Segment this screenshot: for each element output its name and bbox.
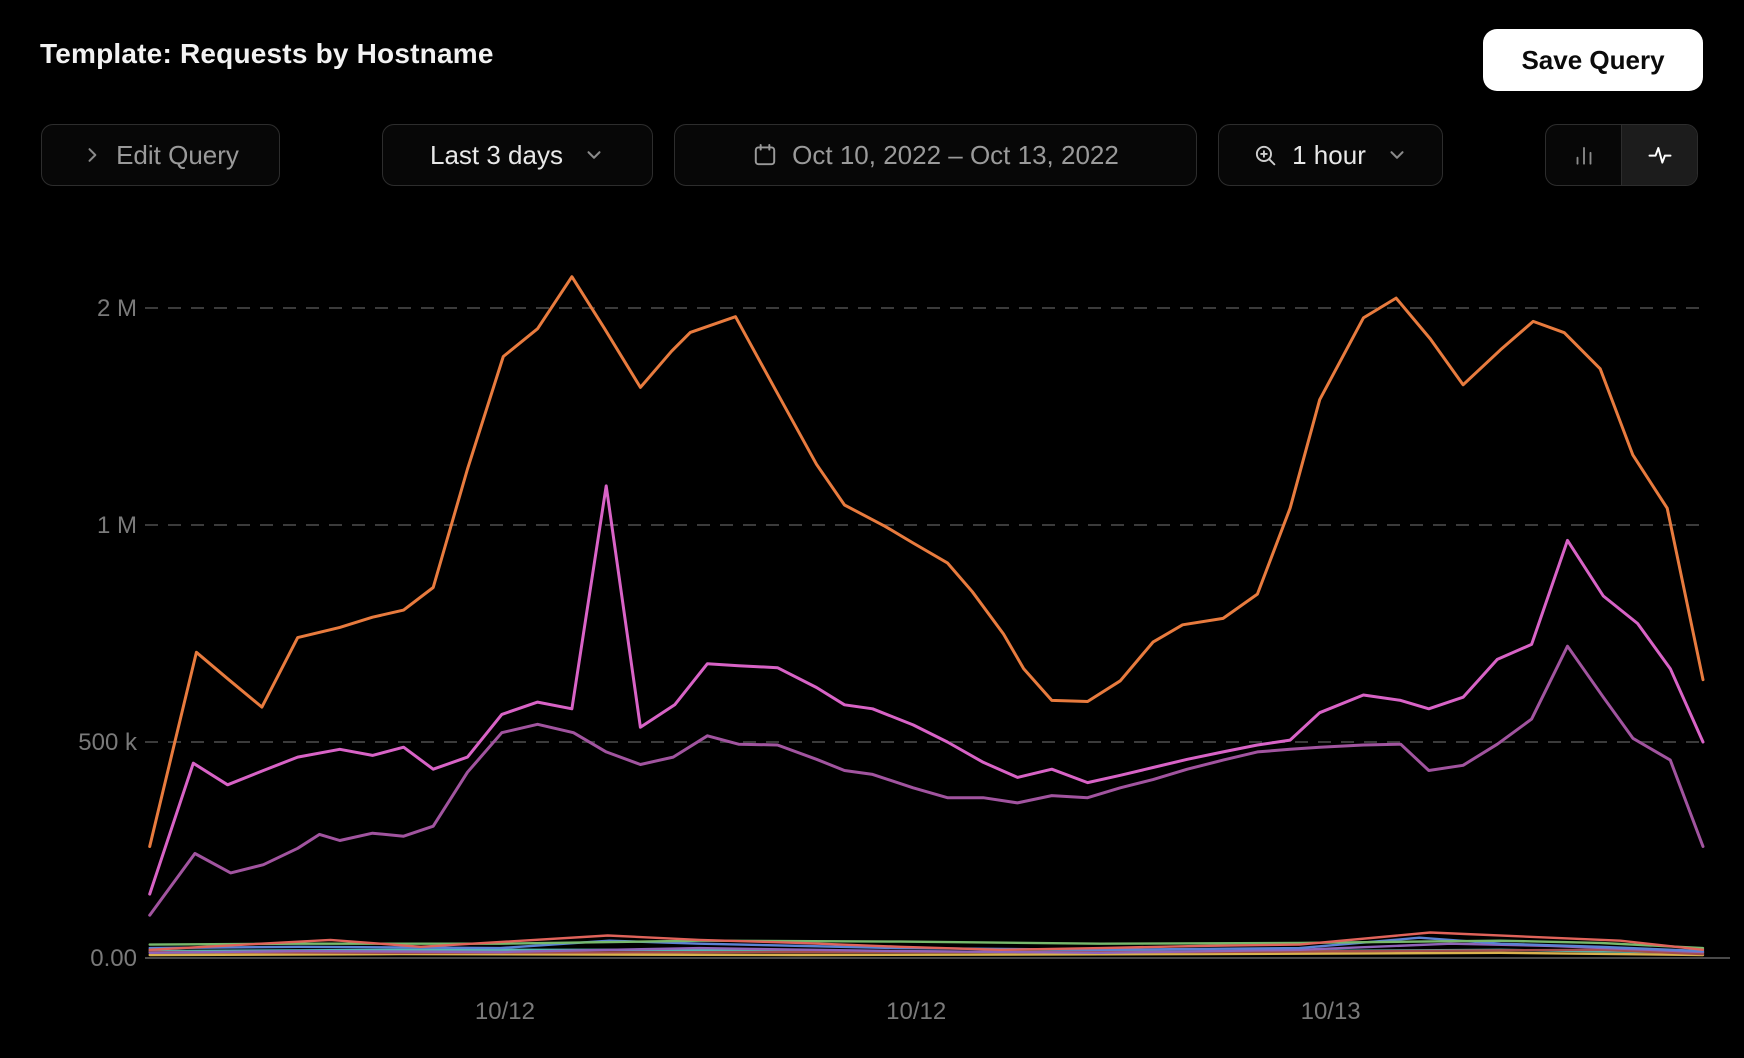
chevron-right-icon [82,145,102,165]
chevron-down-icon [1386,144,1408,166]
series-line-purple-host [148,644,1705,917]
page-title: Template: Requests by Hostname [40,38,494,69]
series-line-magenta-host [148,484,1705,896]
pulse-line-icon [1646,141,1674,169]
chevron-down-icon [583,144,605,166]
y-tick-label: 0.00 [90,945,137,972]
zoom-in-icon [1253,143,1278,168]
bar-chart-toggle[interactable] [1546,125,1621,185]
save-query-button[interactable]: Save Query [1483,29,1703,91]
series-line-salmon-host [148,931,1705,951]
x-tick-label: 10/13 [1301,998,1361,1025]
y-tick-label: 500 k [78,729,138,756]
granularity-value: 1 hour [1292,139,1366,170]
date-range-value: Oct 10, 2022 – Oct 13, 2022 [792,139,1119,170]
x-tick-label: 10/12 [886,998,946,1025]
line-chart-toggle[interactable] [1621,125,1697,185]
series-line-orange-host [148,275,1705,848]
y-tick-label: 1 M [97,512,137,539]
chart-type-toggle [1545,124,1698,186]
series-line-green-host [148,939,1705,950]
edit-query-label: Edit Query [116,139,239,170]
series-line-yellow-host [148,951,1705,957]
time-range-value: Last 3 days [430,139,563,170]
y-tick-label: 2 M [97,295,137,322]
calendar-icon [752,142,778,168]
bar-chart-icon [1571,142,1597,168]
date-range-button[interactable]: Oct 10, 2022 – Oct 13, 2022 [674,124,1197,186]
granularity-dropdown[interactable]: 1 hour [1218,124,1443,186]
time-range-dropdown[interactable]: Last 3 days [382,124,653,186]
x-tick-label: 10/12 [475,998,535,1025]
edit-query-button[interactable]: Edit Query [41,124,280,186]
